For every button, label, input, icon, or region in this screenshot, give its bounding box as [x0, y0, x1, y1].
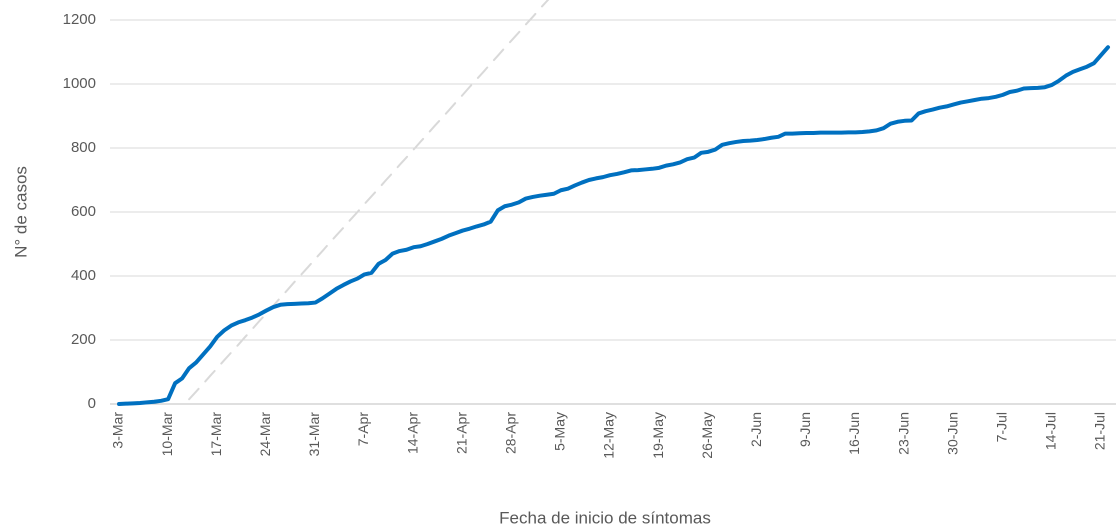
y-tick-label: 1000 — [63, 75, 96, 92]
series-line — [117, 45, 1110, 406]
x-tick-label: 21-Apr — [453, 412, 469, 454]
x-tick-label: 31-Mar — [306, 412, 322, 457]
series-line — [188, 0, 550, 401]
x-tick-label: 14-Apr — [404, 412, 420, 454]
x-tick-label: 26-May — [699, 412, 715, 459]
x-axis-title: Fecha de inicio de síntomas — [499, 508, 711, 527]
x-tick-label: 9-Jun — [797, 412, 813, 447]
y-axis-title: N° de casos — [11, 166, 30, 258]
x-tick-label: 10-Mar — [159, 412, 175, 457]
x-tick-label: 14-Jul — [1043, 412, 1059, 450]
x-tick-label: 23-Jun — [895, 412, 911, 455]
x-tick-label: 24-Mar — [257, 412, 273, 457]
x-tick-label: 16-Jun — [846, 412, 862, 455]
y-tick-label: 400 — [71, 267, 96, 284]
x-tick-label: 3-Mar — [110, 412, 126, 449]
x-tick-label: 2-Jun — [748, 412, 764, 447]
x-tick-label: 5-May — [552, 412, 568, 451]
y-tick-label: 600 — [71, 203, 96, 220]
x-tick-label: 21-Jul — [1092, 412, 1108, 450]
x-tick-label: 7-Apr — [355, 412, 371, 447]
y-tick-label: 200 — [71, 331, 96, 348]
x-tick-label: 28-Apr — [502, 412, 518, 454]
x-tick-label: 17-Mar — [208, 412, 224, 457]
y-tick-label: 800 — [71, 139, 96, 156]
y-tick-label: 0 — [88, 395, 96, 412]
y-tick-label: 1200 — [63, 11, 96, 28]
x-tick-label: 12-May — [601, 412, 617, 459]
x-tick-label: 19-May — [650, 412, 666, 459]
x-tick-label: 30-Jun — [944, 412, 960, 455]
x-tick-label: 7-Jul — [993, 412, 1009, 442]
